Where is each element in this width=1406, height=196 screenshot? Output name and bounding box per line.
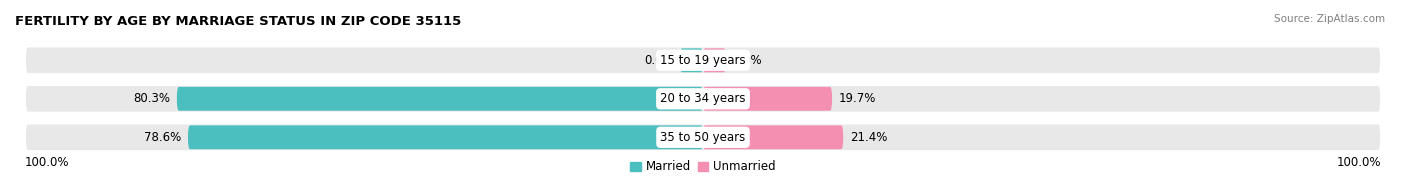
Text: 80.3%: 80.3%	[134, 92, 170, 105]
Text: Source: ZipAtlas.com: Source: ZipAtlas.com	[1274, 14, 1385, 24]
FancyBboxPatch shape	[25, 46, 1381, 74]
FancyBboxPatch shape	[703, 48, 725, 72]
FancyBboxPatch shape	[177, 87, 703, 111]
Text: 20 to 34 years: 20 to 34 years	[661, 92, 745, 105]
FancyBboxPatch shape	[703, 87, 832, 111]
Text: 15 to 19 years: 15 to 19 years	[661, 54, 745, 67]
Text: 0.0%: 0.0%	[644, 54, 673, 67]
Text: 78.6%: 78.6%	[145, 131, 181, 144]
FancyBboxPatch shape	[25, 85, 1381, 113]
FancyBboxPatch shape	[25, 123, 1381, 151]
Text: 21.4%: 21.4%	[849, 131, 887, 144]
Text: 100.0%: 100.0%	[25, 156, 69, 169]
Legend: Married, Unmarried: Married, Unmarried	[626, 156, 780, 178]
Text: 19.7%: 19.7%	[838, 92, 876, 105]
Text: 0.0%: 0.0%	[733, 54, 762, 67]
FancyBboxPatch shape	[681, 48, 703, 72]
Text: FERTILITY BY AGE BY MARRIAGE STATUS IN ZIP CODE 35115: FERTILITY BY AGE BY MARRIAGE STATUS IN Z…	[15, 15, 461, 28]
Text: 35 to 50 years: 35 to 50 years	[661, 131, 745, 144]
FancyBboxPatch shape	[188, 125, 703, 149]
Text: 100.0%: 100.0%	[1337, 156, 1381, 169]
FancyBboxPatch shape	[703, 125, 844, 149]
